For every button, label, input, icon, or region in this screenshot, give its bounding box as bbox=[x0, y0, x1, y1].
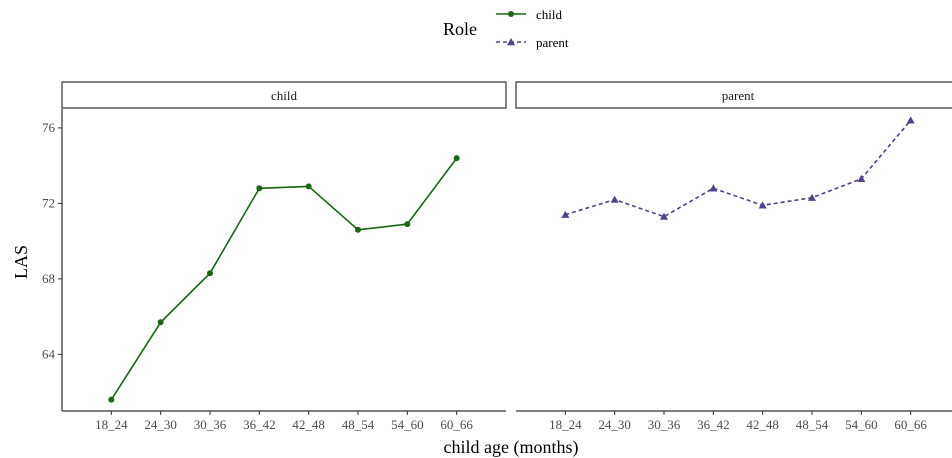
data-point-child bbox=[256, 185, 263, 192]
x-axis-title: child age (months) bbox=[444, 437, 579, 458]
data-point-parent bbox=[758, 201, 767, 209]
x-tick-label: 48_54 bbox=[342, 417, 375, 432]
facet-panel-parent: parent 18_24 24_30 30_36 36_42 42_48 48_54 54_6… bbox=[515, 81, 952, 432]
data-point-child bbox=[355, 226, 361, 233]
facet-strip-label-child: child bbox=[271, 88, 297, 103]
y-axis-title: LAS bbox=[11, 245, 31, 279]
data-point-parent bbox=[857, 174, 866, 183]
data-point-parent bbox=[610, 195, 619, 203]
data-point-child bbox=[453, 155, 460, 162]
x-tick-label: 42_48 bbox=[292, 417, 325, 432]
data-point-parent bbox=[561, 210, 570, 218]
legend: Role child parent bbox=[443, 7, 569, 50]
data-point-parent bbox=[808, 193, 816, 201]
x-tick-label: 30_36 bbox=[648, 417, 681, 432]
data-point-parent bbox=[709, 184, 718, 192]
data-point-child bbox=[207, 270, 213, 277]
y-tick-label: 68 bbox=[42, 271, 55, 286]
data-point-parent bbox=[660, 212, 668, 220]
x-tick-label: 18_24 bbox=[95, 417, 128, 432]
legend-item-child: child bbox=[496, 7, 562, 22]
legend-label-child: child bbox=[536, 7, 562, 22]
facet-panels: child 18_24 24_30 30_36 36_42 42_48 48_54 54_60… bbox=[61, 81, 952, 432]
data-point-parent bbox=[906, 116, 915, 124]
facet-strip-child bbox=[61, 81, 507, 109]
x-tick-label: 42_48 bbox=[746, 417, 779, 432]
x-tick-label: 54_60 bbox=[845, 417, 878, 432]
y-tick-label: 72 bbox=[42, 195, 55, 210]
series-line-child bbox=[110, 157, 458, 401]
x-tick-label: 36_42 bbox=[697, 417, 730, 432]
facet-strip-parent bbox=[515, 81, 952, 109]
legend-label-parent: parent bbox=[536, 35, 569, 50]
y-tick-label: 76 bbox=[42, 120, 56, 135]
legend-title: Role bbox=[443, 19, 477, 39]
data-point-child bbox=[157, 319, 164, 326]
x-tick-label: 30_36 bbox=[194, 417, 227, 432]
y-tick-label: 64 bbox=[42, 346, 56, 361]
x-tick-label: 54_60 bbox=[391, 417, 424, 432]
x-tick-label: 60_66 bbox=[440, 417, 473, 432]
data-point-child bbox=[108, 396, 115, 403]
legend-key-marker bbox=[508, 11, 514, 17]
x-tick-label: 18_24 bbox=[549, 417, 582, 432]
legend-key-marker bbox=[507, 38, 515, 46]
facet-panel-child: child 18_24 24_30 30_36 36_42 42_48 48_54 54_60… bbox=[61, 81, 507, 432]
legend-item-parent: parent bbox=[496, 35, 569, 50]
legend-items: child parent bbox=[496, 7, 569, 50]
y-axis: 64 68 72 76 bbox=[42, 109, 63, 411]
data-point-child bbox=[305, 183, 312, 190]
x-tick-label: 48_54 bbox=[796, 417, 829, 432]
x-tick-label: 24_30 bbox=[598, 417, 631, 432]
x-tick-label: 60_66 bbox=[894, 417, 927, 432]
facet-strip-label-parent: parent bbox=[722, 88, 755, 103]
x-tick-label: 24_30 bbox=[144, 417, 177, 432]
x-tick-label: 36_42 bbox=[243, 417, 276, 432]
data-point-child bbox=[404, 221, 411, 228]
